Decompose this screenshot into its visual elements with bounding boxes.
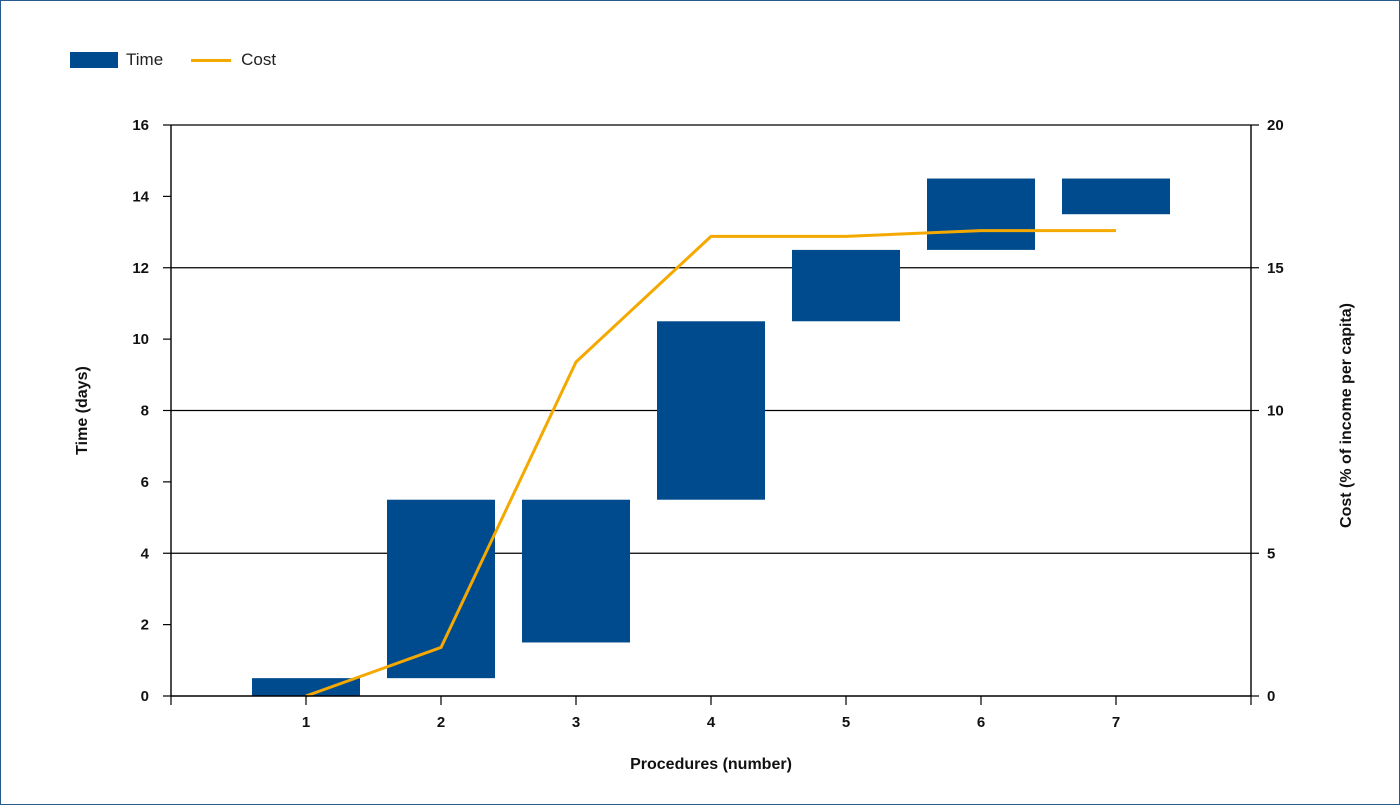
legend-swatch-cost — [191, 58, 232, 62]
y2-axis-title: Cost (% of income per capita) — [1338, 303, 1355, 528]
y2-tick-label: 5 — [1267, 545, 1275, 562]
y-tick-label: 12 — [132, 260, 149, 277]
y-axis-title: Time (days) — [74, 366, 91, 455]
y-tick-label: 14 — [132, 188, 149, 205]
x-axis-title: Procedures (number) — [630, 756, 792, 773]
y-tick-label: 0 — [141, 688, 149, 705]
y-tick-label: 8 — [141, 403, 149, 420]
y-tick-label: 10 — [132, 331, 149, 348]
time-bar — [252, 678, 360, 696]
y2-tick-label: 20 — [1267, 117, 1284, 134]
time-bars — [252, 178, 1170, 696]
time-bar — [387, 499, 495, 679]
x-tick-label: 3 — [572, 714, 580, 731]
y-tick-label: 4 — [141, 545, 150, 562]
legend: Time Cost — [70, 49, 304, 71]
axes — [163, 124, 1259, 705]
legend-item-cost[interactable]: Cost — [191, 50, 276, 70]
time-bar — [792, 249, 900, 322]
x-tick-label: 7 — [1112, 714, 1120, 731]
y-tick-label: 6 — [141, 474, 149, 491]
x-tick-label: 5 — [842, 714, 850, 731]
time-bar — [927, 178, 1035, 250]
cost-line — [305, 229, 1116, 698]
time-bar — [657, 321, 765, 500]
y2-tick-label: 10 — [1267, 403, 1284, 420]
y2-tick-label: 0 — [1267, 688, 1275, 705]
time-bar — [522, 499, 630, 643]
x-tick-label: 6 — [977, 714, 985, 731]
legend-label-time: Time — [126, 50, 164, 69]
y-tick-label: 16 — [132, 117, 149, 134]
legend-item-time[interactable]: Time — [70, 50, 163, 70]
x-tick-label: 2 — [437, 714, 445, 731]
time-bar — [1062, 178, 1170, 215]
x-tick-label: 1 — [302, 714, 310, 731]
cost-line-layer — [305, 229, 1116, 698]
legend-swatch-time — [70, 52, 118, 68]
legend-label-cost: Cost — [241, 50, 277, 69]
y2-tick-label: 15 — [1267, 260, 1284, 277]
x-tick-label: 4 — [707, 714, 716, 731]
y-tick-label: 2 — [141, 617, 149, 634]
